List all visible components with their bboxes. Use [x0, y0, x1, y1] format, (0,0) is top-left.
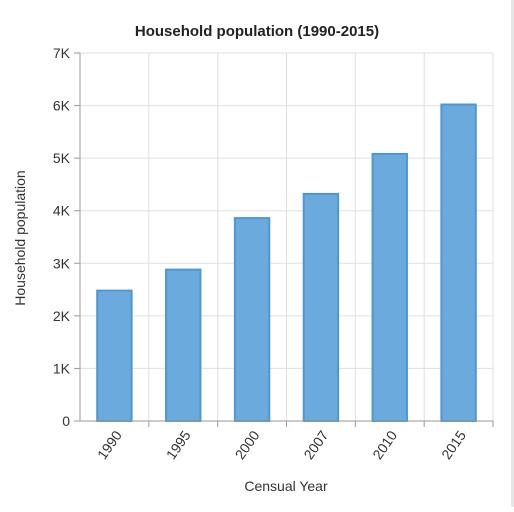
y-tick-label: 1K — [53, 360, 71, 376]
y-axis-label: Household population — [12, 170, 28, 305]
bar — [96, 289, 133, 422]
y-tick-label: 4K — [53, 203, 71, 219]
x-tick-label: 1995 — [163, 427, 194, 462]
x-tick-label: 1990 — [94, 427, 125, 462]
y-tick-label: 2K — [53, 308, 71, 324]
y-tick-label: 0 — [62, 413, 70, 429]
bar — [233, 217, 271, 422]
y-tick-label: 6K — [53, 98, 71, 114]
bar — [371, 152, 408, 423]
x-tick-label: 2007 — [300, 427, 331, 462]
x-tick-label: 2000 — [232, 427, 263, 462]
bar — [440, 103, 477, 423]
gridlines — [79, 52, 494, 421]
y-tick-label: 7K — [53, 45, 71, 61]
x-tick-label: 2015 — [438, 427, 469, 462]
x-axis-ticks: 1990 1995 2000 2007 2010 2015 — [94, 427, 469, 462]
scrollbar-edge — [511, 0, 514, 507]
x-axis-label: Censual Year — [244, 478, 328, 494]
bars — [96, 103, 477, 423]
y-tick-label: 3K — [53, 255, 71, 271]
bar — [302, 192, 340, 422]
x-tick-label: 2010 — [369, 427, 400, 462]
chart-title: Household population (1990-2015) — [135, 23, 379, 40]
y-tick-label: 5K — [53, 150, 71, 166]
y-axis-ticks: 0 1K 2K 3K 4K 5K 6K 7K — [53, 45, 71, 429]
bar — [165, 268, 202, 423]
axes — [74, 52, 494, 427]
